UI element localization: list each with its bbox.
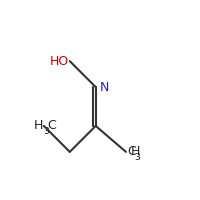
Text: H: H [131, 145, 140, 158]
Text: H: H [33, 119, 43, 132]
Text: 3: 3 [43, 127, 49, 136]
Text: C: C [48, 119, 56, 132]
Text: 3: 3 [134, 153, 140, 162]
Text: C: C [127, 145, 136, 158]
Text: N: N [100, 81, 109, 94]
Text: HO: HO [49, 55, 69, 68]
